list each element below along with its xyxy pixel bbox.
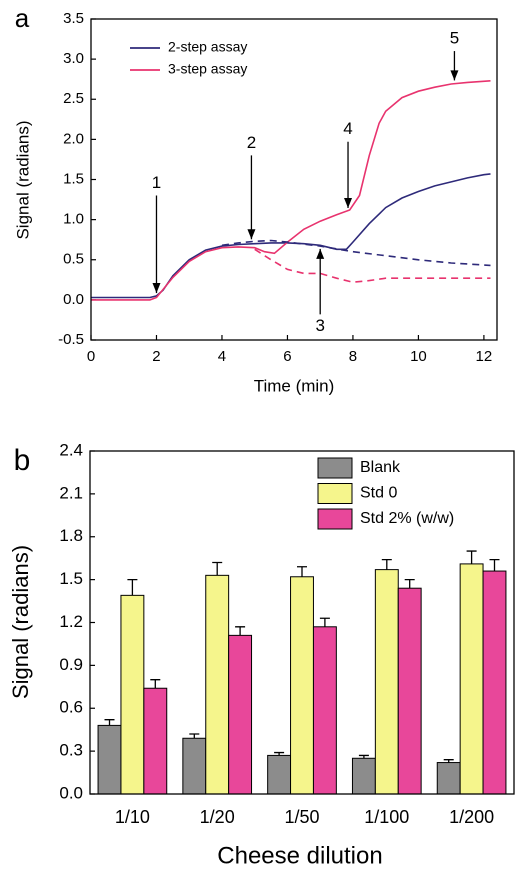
bar [143, 687, 168, 795]
bar [374, 569, 399, 795]
annotation-label: 5 [450, 29, 459, 48]
line [254, 248, 491, 284]
bar [97, 724, 122, 795]
bar [482, 570, 507, 795]
arrow-head [450, 70, 459, 81]
bar [228, 634, 253, 795]
y-tick-label: 2.4 [59, 440, 83, 459]
x-tick-label: 1/200 [449, 807, 494, 827]
y-tick-label: 1.2 [59, 612, 83, 631]
error-bar [189, 733, 200, 739]
y-tick-label: 1.8 [59, 526, 83, 545]
arrow-head [316, 248, 325, 259]
y-tick-label: 2.1 [59, 483, 83, 502]
bar [120, 594, 145, 795]
x-tick-label: 10 [410, 348, 427, 365]
y-tick-label: 1.5 [59, 569, 83, 588]
error-bar [466, 550, 477, 564]
line [221, 239, 491, 267]
legend-label: 2-step assay [168, 39, 247, 55]
annotation-label: 3 [315, 316, 324, 335]
error-bar [150, 679, 161, 689]
x-tick-label: 1/10 [115, 807, 150, 827]
y-tick-label: 0.6 [59, 698, 83, 717]
bar [182, 737, 207, 795]
y-tick-label: 0.9 [59, 655, 83, 674]
plot-frame [89, 450, 515, 795]
y-tick-label: 2.0 [63, 130, 84, 147]
annotation-label: 1 [152, 173, 161, 192]
x-tick-label: 4 [218, 348, 226, 365]
legend-label: Blank [360, 459, 401, 476]
error-bar [404, 578, 415, 589]
error-bar [358, 754, 369, 759]
y-tick-label: 0.3 [59, 741, 83, 760]
arrow-head [247, 229, 256, 240]
bar [351, 757, 376, 795]
error-bar [274, 751, 285, 756]
legend-swatch [317, 483, 353, 504]
y-tick-label: 0.0 [63, 291, 84, 308]
error-bar [489, 558, 500, 572]
x-tick-label: 2 [152, 348, 160, 365]
error-bar [381, 558, 392, 570]
arrow-head [344, 197, 353, 208]
x-tick-label: 6 [283, 348, 291, 365]
plot-frame [90, 18, 498, 341]
bar [459, 563, 484, 795]
legend-label: Std 2% (w/w) [360, 510, 454, 527]
y-tick-label: 0.0 [59, 783, 83, 802]
x-tick-label: 1/100 [364, 807, 409, 827]
x-axis-title: Time (min) [254, 376, 335, 395]
bar [290, 576, 314, 795]
x-axis-title: Cheese dilution [217, 842, 382, 869]
x-tick-label: 12 [476, 348, 493, 365]
legend-swatch [317, 508, 353, 530]
bar [267, 754, 292, 795]
x-tick-label: 8 [349, 348, 357, 365]
y-tick-label: 1.5 [63, 170, 84, 187]
bar [205, 574, 230, 795]
y-tick-label: 2.5 [63, 90, 84, 107]
legend-swatch [317, 457, 353, 479]
legend-label: 3-step assay [168, 61, 247, 77]
y-tick-label: 3.0 [63, 50, 84, 67]
panel-label: b [14, 444, 31, 477]
y-tick-label: 3.5 [63, 10, 84, 27]
error-bar [319, 617, 330, 627]
y-axis-title: Signal (radians) [13, 120, 32, 239]
error-bar [297, 566, 307, 577]
bar [436, 762, 461, 795]
annotation-label: 2 [247, 133, 256, 152]
arrow-head [152, 283, 161, 294]
x-tick-label: 1/20 [200, 807, 235, 827]
line [91, 80, 491, 301]
bar [397, 587, 422, 795]
y-tick-label: 0.5 [63, 251, 84, 268]
x-tick-label: 0 [87, 348, 95, 365]
bar [312, 626, 337, 795]
error-bar [443, 759, 454, 763]
error-bar [235, 626, 246, 636]
y-axis-title: Signal (radians) [8, 545, 33, 699]
annotation-label: 4 [343, 119, 352, 138]
x-tick-label: 1/50 [284, 807, 319, 827]
y-tick-label: 1.0 [63, 211, 84, 228]
error-bar [212, 561, 223, 576]
error-bar [104, 719, 115, 726]
panel-label: a [15, 3, 30, 33]
y-tick-label: -0.5 [58, 331, 84, 348]
legend-label: Std 0 [360, 485, 397, 502]
error-bar [127, 578, 138, 596]
